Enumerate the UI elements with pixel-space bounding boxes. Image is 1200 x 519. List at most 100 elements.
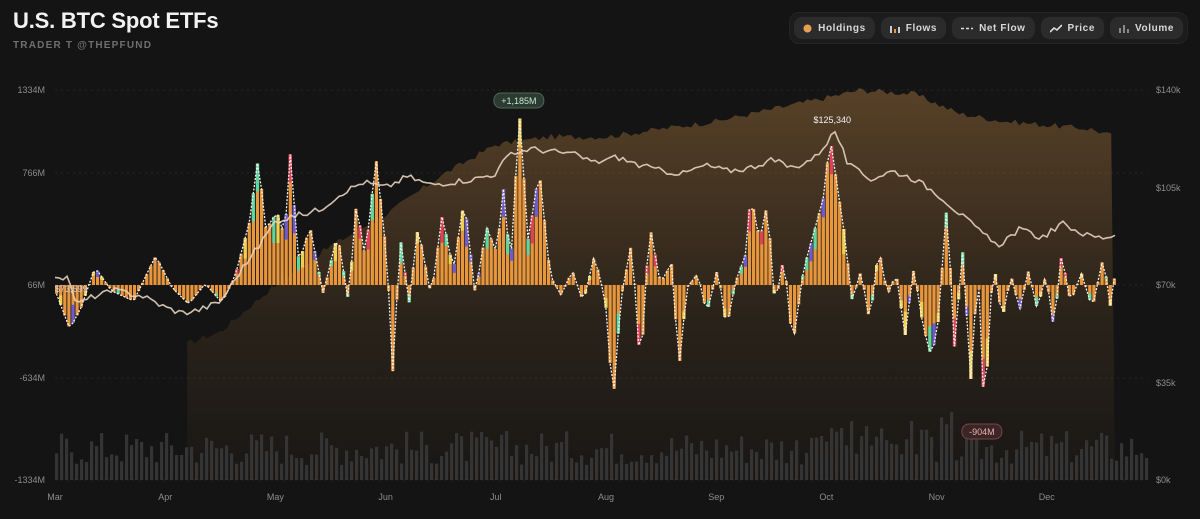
flow-bar <box>911 271 916 285</box>
flow-bar <box>378 198 383 285</box>
volume-bar <box>990 445 994 480</box>
volume-bar <box>1015 449 1019 480</box>
volume-bar <box>745 463 749 480</box>
flow-bar <box>395 285 399 300</box>
flow-bar <box>96 270 100 285</box>
x-axis-month-tick: Jul <box>490 492 502 502</box>
flow-bar <box>1043 279 1047 285</box>
flow-bar <box>612 285 616 389</box>
min-flow-badge <box>961 423 1003 440</box>
flow-bar <box>337 245 342 285</box>
flow-bar <box>854 285 858 288</box>
flow-bar <box>592 258 596 285</box>
flow-bar <box>342 271 346 285</box>
chart-title: U.S. BTC Spot ETFs <box>13 8 219 33</box>
flow-bar <box>772 285 776 294</box>
flow-bar-segment <box>588 276 592 280</box>
volume-bar <box>165 433 169 480</box>
toggle-flows-button[interactable]: Flows <box>880 17 947 39</box>
volume-bar <box>705 450 709 480</box>
volume-bar <box>1140 453 1144 480</box>
volume-bar <box>780 441 784 480</box>
flow-bar-segment <box>534 188 538 217</box>
volume-bar <box>140 441 144 480</box>
flow-bar <box>456 237 460 285</box>
volume-bar <box>790 450 794 480</box>
left-axis-tick: -634M <box>19 373 45 383</box>
flow-bar <box>694 275 698 285</box>
flow-bar <box>821 198 825 285</box>
flow-bar-segment <box>485 228 489 249</box>
volume-bar <box>1105 435 1109 480</box>
volume-bar <box>765 439 769 480</box>
flow-bar <box>924 285 928 337</box>
toggle-holdings-button[interactable]: Holdings <box>794 17 875 39</box>
max-price-label: $125,340 <box>813 115 851 125</box>
toggle-volume-button[interactable]: Volume <box>1110 17 1183 39</box>
flow-bar-segment <box>780 265 784 272</box>
flow-bar <box>1051 285 1055 322</box>
flow-bar <box>805 257 809 285</box>
volume-bar <box>900 454 904 480</box>
volume-bar <box>605 448 609 480</box>
flow-bar <box>469 254 473 285</box>
flow-bar <box>690 281 694 285</box>
flow-bar-segment <box>1002 306 1006 312</box>
volume-bar <box>610 433 614 480</box>
flow-bar <box>100 276 104 285</box>
flow-bar <box>571 272 575 285</box>
flow-bar <box>875 265 879 285</box>
volume-bars-icon <box>1119 24 1130 33</box>
volume-bar <box>135 439 139 480</box>
volume-bar <box>235 463 239 480</box>
flow-bar <box>891 281 895 285</box>
flow-bar <box>186 285 190 303</box>
volume-bar <box>1110 458 1114 480</box>
volume-bar <box>1085 440 1089 480</box>
toggle-price-button[interactable]: Price <box>1040 17 1105 39</box>
flow-bar-segment <box>284 214 288 240</box>
flow-bar <box>682 285 686 320</box>
flow-bar <box>71 285 75 323</box>
flow-bar-segment <box>637 324 641 345</box>
volume-bar <box>105 457 109 480</box>
volume-bar <box>505 431 509 480</box>
volume-bar <box>1120 443 1124 480</box>
volume-bar <box>735 450 739 480</box>
volume-bar <box>1075 455 1079 480</box>
flow-bar <box>1034 285 1039 306</box>
volume-bar <box>620 454 624 480</box>
flow-bar <box>305 237 309 285</box>
flow-bar <box>624 269 629 285</box>
flow-bar <box>579 285 583 297</box>
flow-bar <box>547 259 551 285</box>
left-axis-tick: 1334M <box>17 85 45 95</box>
volume-bar <box>440 456 444 480</box>
x-axis-month-tick: May <box>267 492 285 502</box>
volume-bar <box>120 461 124 480</box>
volume-bar <box>455 433 459 480</box>
flow-bar-segment <box>842 228 846 255</box>
volume-bar <box>270 436 274 480</box>
flow-bar <box>842 228 846 285</box>
flow-bar <box>756 230 760 285</box>
volume-bar <box>575 462 579 480</box>
volume-bar <box>965 431 969 480</box>
flow-bar-segment <box>296 256 301 271</box>
toggle-net-flow-button[interactable]: Net Flow <box>952 17 1035 39</box>
flow-bar-segment <box>723 308 727 317</box>
volume-bar <box>230 453 234 480</box>
x-axis-month-tick: Apr <box>158 492 172 502</box>
volume-bar <box>370 448 374 480</box>
flow-bar <box>940 267 944 285</box>
flow-bar <box>555 285 559 288</box>
volume-bar <box>760 458 764 480</box>
flow-bar-segment <box>329 260 333 266</box>
volume-bar <box>520 464 524 480</box>
price-line <box>54 130 1116 316</box>
volume-bar <box>285 435 289 480</box>
flow-bar <box>829 146 834 285</box>
flow-bar <box>325 277 329 285</box>
flow-bar <box>411 267 415 285</box>
x-axis-month-tick: Dec <box>1039 492 1056 502</box>
